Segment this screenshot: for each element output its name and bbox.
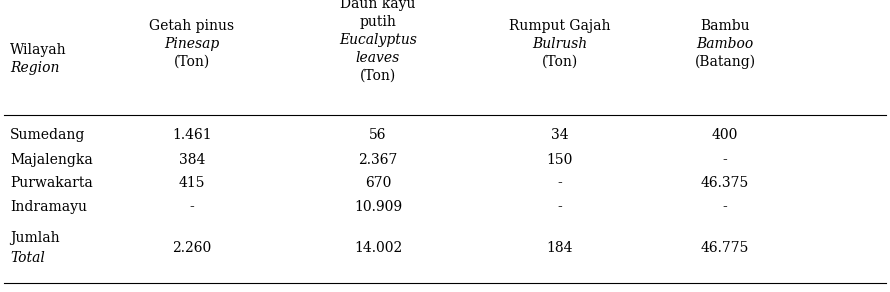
Text: Majalengka: Majalengka <box>10 153 93 167</box>
Text: Eucalyptus: Eucalyptus <box>339 33 417 47</box>
Text: 184: 184 <box>546 241 573 255</box>
Text: -: - <box>558 176 562 190</box>
Text: Getah pinus: Getah pinus <box>150 19 235 33</box>
Text: -: - <box>190 200 194 214</box>
Text: 46.775: 46.775 <box>700 241 749 255</box>
Text: Pinesap: Pinesap <box>165 37 220 51</box>
Text: -: - <box>723 153 727 167</box>
Text: 400: 400 <box>712 128 738 142</box>
Text: Total: Total <box>10 251 45 265</box>
Text: Bambu: Bambu <box>700 19 749 33</box>
Text: putih: putih <box>360 15 396 29</box>
Text: 1.461: 1.461 <box>172 128 212 142</box>
Text: -: - <box>723 200 727 214</box>
Text: 2.367: 2.367 <box>359 153 398 167</box>
Text: (Ton): (Ton) <box>360 69 396 83</box>
Text: Bamboo: Bamboo <box>696 37 754 51</box>
Text: 56: 56 <box>369 128 387 142</box>
Text: 14.002: 14.002 <box>354 241 402 255</box>
Text: Purwakarta: Purwakarta <box>10 176 93 190</box>
Text: Daun kayu: Daun kayu <box>340 0 416 11</box>
Text: Jumlah: Jumlah <box>10 231 60 245</box>
Text: 2.260: 2.260 <box>173 241 212 255</box>
Text: 150: 150 <box>546 153 573 167</box>
Text: 670: 670 <box>365 176 392 190</box>
Text: (Batang): (Batang) <box>694 55 756 69</box>
Text: (Ton): (Ton) <box>542 55 578 69</box>
Text: (Ton): (Ton) <box>174 55 210 69</box>
Text: Sumedang: Sumedang <box>10 128 85 142</box>
Text: -: - <box>558 200 562 214</box>
Text: Region: Region <box>10 61 60 75</box>
Text: 415: 415 <box>179 176 206 190</box>
Text: Wilayah: Wilayah <box>10 43 67 57</box>
Text: leaves: leaves <box>356 51 400 65</box>
Text: 46.375: 46.375 <box>701 176 749 190</box>
Text: Indramayu: Indramayu <box>10 200 87 214</box>
Text: 384: 384 <box>179 153 206 167</box>
Text: 10.909: 10.909 <box>354 200 402 214</box>
Text: Rumput Gajah: Rumput Gajah <box>509 19 611 33</box>
Text: 34: 34 <box>551 128 569 142</box>
Text: Bulrush: Bulrush <box>532 37 587 51</box>
